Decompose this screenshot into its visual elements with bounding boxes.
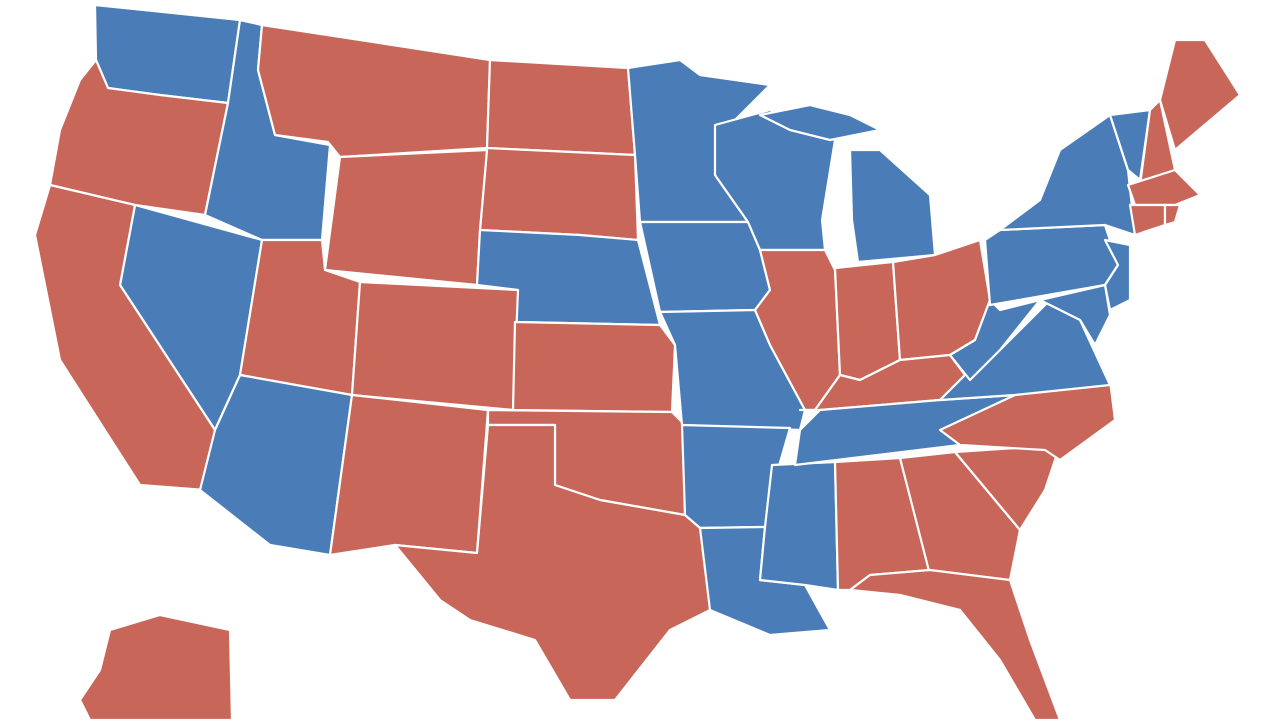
state — [848, 568, 1062, 720]
state — [1163, 203, 1182, 227]
state — [833, 260, 902, 382]
state — [898, 450, 1022, 582]
state — [758, 460, 840, 592]
state — [848, 148, 937, 264]
state — [478, 146, 640, 242]
state — [485, 58, 637, 157]
state — [1128, 203, 1167, 237]
states — [33, 3, 1242, 720]
state — [511, 320, 677, 414]
state — [638, 220, 772, 314]
state — [948, 298, 1042, 382]
state — [328, 393, 490, 557]
state — [323, 148, 489, 287]
state — [1126, 168, 1202, 207]
state — [256, 23, 492, 159]
state — [350, 280, 520, 412]
state — [393, 423, 712, 702]
state — [1158, 38, 1242, 152]
state — [78, 613, 234, 720]
state — [48, 58, 230, 217]
state — [758, 103, 882, 142]
state — [1038, 283, 1112, 347]
state — [938, 298, 1112, 402]
